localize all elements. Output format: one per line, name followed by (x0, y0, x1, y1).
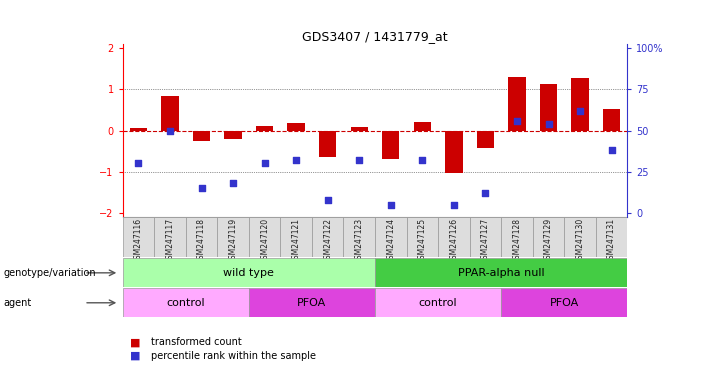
Bar (123, 217, 154, 257)
Point (259, 161, 271, 167)
Text: GSM247123: GSM247123 (355, 218, 364, 264)
Text: control: control (418, 298, 458, 308)
Bar (564, 217, 596, 257)
Text: GSM247119: GSM247119 (229, 218, 238, 264)
Text: GSM247130: GSM247130 (576, 218, 585, 265)
Bar (319, 131, 336, 157)
Text: GSM247117: GSM247117 (165, 218, 175, 264)
Bar (186, 217, 217, 257)
Point (449, 202, 460, 208)
Point (543, 121, 554, 127)
Bar (407, 217, 438, 257)
Text: wild type: wild type (224, 268, 274, 278)
Point (606, 147, 617, 153)
Point (322, 197, 334, 203)
Bar (375, 288, 501, 317)
Text: GSM247124: GSM247124 (386, 218, 395, 264)
Bar (161, 96, 179, 131)
Text: GSM247120: GSM247120 (260, 218, 269, 264)
Text: GSM247128: GSM247128 (512, 218, 522, 264)
Bar (375, 258, 627, 287)
Text: transformed count: transformed count (151, 337, 241, 347)
Point (353, 157, 365, 163)
Bar (249, 217, 280, 257)
Text: GSM247127: GSM247127 (481, 218, 490, 264)
Bar (193, 131, 210, 141)
Bar (438, 217, 470, 257)
Text: PPAR-alpha null: PPAR-alpha null (458, 268, 545, 278)
Text: GSM247118: GSM247118 (197, 218, 206, 264)
Point (479, 190, 491, 196)
Bar (249, 288, 375, 317)
Bar (414, 121, 431, 131)
Text: PFOA: PFOA (297, 298, 327, 308)
Text: control: control (166, 298, 205, 308)
Text: GSM247122: GSM247122 (323, 218, 332, 264)
Text: GSM247125: GSM247125 (418, 218, 427, 264)
Bar (123, 258, 375, 287)
Text: PFOA: PFOA (550, 298, 579, 308)
Text: GSM247121: GSM247121 (292, 218, 301, 264)
Text: GSM247131: GSM247131 (607, 218, 616, 264)
Bar (224, 131, 242, 139)
Title: GDS3407 / 1431779_at: GDS3407 / 1431779_at (302, 30, 448, 43)
Bar (477, 131, 494, 148)
Point (164, 127, 175, 134)
Text: GSM247116: GSM247116 (134, 218, 143, 264)
Bar (501, 217, 533, 257)
Bar (123, 288, 249, 317)
Point (132, 161, 144, 167)
Bar (470, 217, 501, 257)
Bar (501, 288, 627, 317)
Point (227, 180, 238, 186)
Bar (571, 78, 589, 131)
Bar (154, 217, 186, 257)
Point (291, 157, 302, 163)
Point (511, 118, 522, 124)
Bar (280, 217, 312, 257)
Point (196, 185, 207, 191)
Bar (256, 126, 273, 131)
Bar (312, 217, 343, 257)
Bar (343, 217, 375, 257)
Point (575, 108, 586, 114)
Bar (130, 127, 147, 131)
Bar (382, 131, 400, 159)
Point (416, 157, 428, 163)
Bar (217, 217, 249, 257)
Bar (445, 131, 463, 172)
Text: GSM247126: GSM247126 (449, 218, 458, 264)
Bar (603, 109, 620, 131)
Text: GSM247129: GSM247129 (544, 218, 553, 264)
Text: percentile rank within the sample: percentile rank within the sample (151, 351, 315, 361)
Bar (533, 217, 564, 257)
Bar (596, 217, 627, 257)
Bar (375, 217, 407, 257)
Bar (540, 84, 557, 131)
Bar (508, 77, 526, 131)
Text: ■: ■ (130, 351, 140, 361)
Bar (287, 123, 305, 131)
Text: genotype/variation: genotype/variation (4, 268, 96, 278)
Text: ■: ■ (130, 337, 140, 347)
Text: agent: agent (4, 298, 32, 308)
Point (386, 202, 397, 208)
Bar (350, 127, 368, 131)
